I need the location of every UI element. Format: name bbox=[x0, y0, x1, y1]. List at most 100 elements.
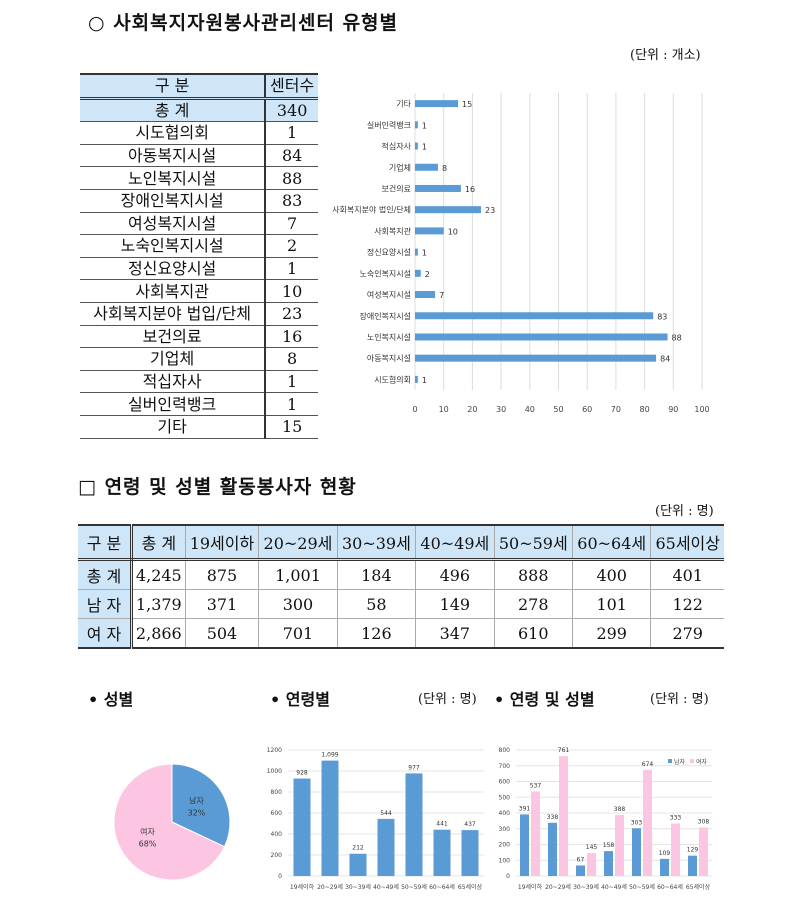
x-tick-label: 70 bbox=[611, 405, 621, 414]
data-label: 1,099 bbox=[321, 752, 338, 759]
category-label: 아동복지시설 bbox=[367, 353, 411, 363]
table-cell: 15 bbox=[265, 415, 318, 439]
y-tick-label: 800 bbox=[271, 789, 283, 796]
x-tick-label: 65세이상 bbox=[458, 883, 483, 891]
bar bbox=[405, 773, 423, 876]
table-cell: 496 bbox=[415, 559, 495, 590]
category-label: 노인복지시설 bbox=[367, 332, 411, 342]
table-cell: 401 bbox=[650, 559, 724, 590]
y-tick-label: 200 bbox=[271, 852, 283, 859]
table-cell: 504 bbox=[184, 618, 260, 649]
table-row: 총 계 340 bbox=[80, 98, 318, 123]
table-cell: 610 bbox=[493, 618, 574, 649]
age-gender-bar-chart: 0 100 200 300 400 500 600 700 800 19세이하 391 537 20~2… bbox=[499, 747, 712, 891]
table-cell: 300 bbox=[258, 589, 338, 619]
x-tick-label: 65세이상 bbox=[686, 883, 711, 891]
center-type-table: 구 분 센터수 총 계 340 시도협의회 1 아동복지시설 84 노인복지시설 88 장애인복지시… bbox=[80, 72, 318, 439]
y-tick-label: 500 bbox=[499, 794, 511, 801]
pie-slice bbox=[113, 763, 226, 881]
legend-label: 여자 bbox=[696, 758, 708, 766]
data-label: 129 bbox=[687, 847, 699, 854]
gender-heading: • 성별 bbox=[88, 690, 134, 709]
x-tick-label: 10 bbox=[439, 405, 449, 414]
data-label: 8 bbox=[442, 164, 447, 173]
bar bbox=[688, 855, 697, 876]
table-row: 총 계 4,245 875 1,001 184 496 888 400 401 bbox=[78, 559, 724, 590]
table-row: 여 자 2,866 504 701 126 347 610 299 279 bbox=[78, 618, 724, 649]
table-cell: 7 bbox=[265, 212, 318, 236]
x-tick-label: 40~49세 bbox=[601, 883, 627, 891]
table-cell: 사회복지관 bbox=[80, 279, 267, 303]
table-cell: 278 bbox=[493, 589, 574, 619]
table-cell: 126 bbox=[336, 618, 417, 649]
data-label: 1 bbox=[422, 376, 427, 385]
y-tick-label: 0 bbox=[278, 873, 282, 880]
data-label: 303 bbox=[631, 819, 643, 826]
x-tick-label: 19세이하 bbox=[518, 883, 543, 891]
data-label: 928 bbox=[296, 770, 308, 777]
table-cell: 149 bbox=[415, 589, 495, 619]
table-cell: 1 bbox=[265, 121, 318, 145]
data-label: 1 bbox=[422, 143, 427, 152]
bar bbox=[349, 853, 367, 876]
table-cell: 노숙인복지시설 bbox=[80, 234, 267, 258]
header-cell: 19세이하 bbox=[184, 524, 260, 561]
table-cell: 여 자 bbox=[78, 618, 133, 649]
table-cell: 1,379 bbox=[131, 589, 186, 619]
data-label: 1 bbox=[422, 249, 427, 258]
table-cell: 279 bbox=[650, 618, 724, 649]
table-cell: 사회복지분야 법입/단체 bbox=[80, 302, 267, 326]
data-label: 441 bbox=[436, 821, 448, 828]
legend-swatch bbox=[690, 759, 694, 763]
data-label: 674 bbox=[642, 761, 654, 768]
table-cell: 1,001 bbox=[258, 559, 338, 590]
y-tick-label: 0 bbox=[506, 873, 510, 880]
table-cell: 8 bbox=[265, 347, 318, 371]
bar bbox=[604, 851, 613, 876]
data-label: 23 bbox=[485, 206, 495, 215]
x-tick-label: 60~64세 bbox=[429, 883, 455, 891]
table-cell: 184 bbox=[336, 559, 417, 590]
category-label: 보건의료 bbox=[382, 183, 411, 193]
bar bbox=[520, 814, 529, 876]
table-cell: 371 bbox=[184, 589, 260, 619]
category-label: 적십자사 bbox=[382, 141, 412, 151]
x-tick-label: 90 bbox=[668, 405, 678, 414]
section1-title: ○ 사회복지자원봉사관리센터 유형별 bbox=[88, 12, 399, 34]
data-label: 15 bbox=[462, 100, 472, 109]
age-gender-heading: • 연령 및 성별 bbox=[494, 690, 595, 709]
table-cell: 총 계 bbox=[80, 98, 267, 123]
bar bbox=[531, 791, 540, 876]
header-cell: 총 계 bbox=[131, 524, 186, 561]
bar bbox=[587, 853, 596, 876]
pie-slice bbox=[171, 763, 231, 848]
table-cell: 정신요양시설 bbox=[80, 257, 267, 281]
bar bbox=[415, 100, 459, 108]
x-tick-label: 40 bbox=[525, 405, 535, 414]
header-cell: 65세이상 bbox=[650, 524, 724, 561]
bar bbox=[415, 333, 668, 341]
table-cell: 84 bbox=[265, 144, 318, 168]
table-cell: 340 bbox=[265, 98, 318, 123]
y-tick-label: 400 bbox=[271, 831, 283, 838]
data-label: 88 bbox=[672, 333, 682, 342]
y-tick-label: 1200 bbox=[267, 747, 282, 754]
category-label: 노숙인복지시설 bbox=[359, 268, 411, 278]
table-cell: 기타 bbox=[80, 415, 267, 439]
data-label: 338 bbox=[547, 814, 559, 821]
data-label: 544 bbox=[380, 810, 392, 817]
table-cell: 88 bbox=[265, 166, 318, 190]
y-tick-label: 700 bbox=[499, 763, 511, 770]
age-heading: • 연령별 bbox=[270, 690, 330, 709]
data-label: 212 bbox=[352, 845, 364, 852]
table-row: 시도협의회 1 bbox=[80, 121, 318, 145]
bar bbox=[415, 375, 418, 383]
bar bbox=[293, 778, 311, 876]
bar bbox=[699, 827, 708, 876]
table-row: 노숙인복지시설 2 bbox=[80, 234, 318, 258]
table-row: 기업체 8 bbox=[80, 347, 318, 371]
data-label: 1 bbox=[422, 121, 427, 130]
x-tick-label: 30 bbox=[496, 405, 506, 414]
legend-label: 남자 bbox=[674, 758, 686, 766]
